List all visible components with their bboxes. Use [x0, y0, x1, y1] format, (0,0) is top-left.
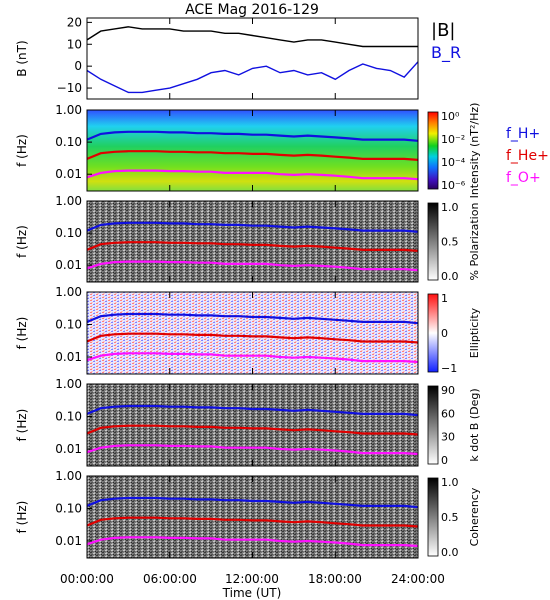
y-tick-label: 0.10 [55, 135, 82, 149]
y-tick-label: 0.10 [55, 226, 82, 240]
colorbar-tick-label: 0 [441, 454, 448, 467]
frequency-line-fhe [86, 516, 419, 528]
y-tick-label: 0.01 [55, 442, 82, 456]
colorbar-tick-label: 0.0 [441, 546, 459, 559]
panel-frame [86, 17, 419, 100]
y-tick-label: 0.01 [55, 167, 82, 181]
series-line-b [86, 26, 418, 48]
colorbar-label: Ellipticity [468, 307, 481, 358]
y-tick-label: 10 [67, 37, 82, 51]
colorbar-tick-label: 60 [441, 407, 455, 420]
x-tick-label: 06:00:00 [143, 572, 197, 586]
panel-kdotb: 1.00 0.10 0.01 f (Hz) 90 60 30 0 k dot B (Deg) [15, 377, 481, 467]
y-axis-label: f (Hz) [15, 409, 29, 442]
x-tick-label: 24:00:00 [391, 572, 445, 586]
frequency-line-fo [86, 352, 419, 364]
frequency-line-fo [86, 260, 419, 272]
colorbar-label: % Polarization [468, 203, 481, 281]
colorbar [427, 111, 439, 190]
frequency-line-fo [86, 536, 419, 548]
colorbar-tick-label: 0.5 [441, 511, 459, 524]
frequency-line-fhe [86, 424, 419, 436]
frequency-line-fo [86, 169, 419, 181]
legend-fo: f_O+ [506, 170, 541, 186]
y-tick-label: 0 [74, 59, 82, 73]
legend-magnitude: |B| [431, 20, 455, 41]
frequency-line-fh [86, 312, 419, 325]
panel-polarization: 1.00 0.10 0.01 f (Hz) 1.0 0.5 0.0 % Polarizatio… [15, 194, 481, 283]
x-tick-label: 18:00:00 [308, 572, 362, 586]
legend-fh: f_H+ [506, 126, 540, 142]
y-axis-label: B (nT) [15, 40, 29, 76]
colorbar-tick-label: 0.5 [441, 236, 459, 249]
frequency-line-fh [86, 221, 419, 233]
colorbar-tick-label: 1.0 [441, 476, 459, 489]
x-axis-label: Time (UT) [222, 586, 282, 600]
colorbar-tick-label: −1 [441, 362, 457, 375]
y-axis-label: f (Hz) [15, 501, 29, 534]
y-tick-label: 1.00 [55, 285, 82, 299]
colorbar-tick-label: 0.0 [441, 270, 459, 283]
colorbar-tick-label: 30 [441, 431, 455, 444]
y-tick-label: 0.10 [55, 410, 82, 424]
colorbar-tick-label: 10⁻⁶ [441, 179, 466, 192]
y-tick-label: −10 [57, 81, 82, 95]
x-tick-label: 12:00:00 [225, 572, 279, 586]
y-axis-label: f (Hz) [15, 134, 29, 167]
colorbar-label: k dot B (Deg) [468, 388, 481, 461]
panel-intensity: 1.00 0.10 0.01 f (Hz) 10⁰ 10⁻² 10⁻⁴ 10⁻⁶ Intensi… [15, 103, 549, 199]
colorbar-tick-label: 10⁻⁴ [441, 156, 466, 169]
x-axis: 00:00:00 06:00:00 12:00:00 18:00:00 24:0… [60, 572, 445, 600]
legend-br: B_R [431, 43, 461, 63]
frequency-line-fhe [86, 150, 419, 161]
colorbar-tick-label: 1 [441, 292, 448, 305]
chart-title: ACE Mag 2016-129 [185, 2, 319, 18]
frequency-line-fh [86, 496, 419, 509]
colorbar-tick-label: 0 [441, 327, 448, 340]
series-line-br [86, 61, 419, 94]
y-tick-label: 0.01 [55, 534, 82, 548]
colorbar-tick-label: 10⁰ [441, 110, 460, 123]
legend-fhe: f_He+ [506, 148, 549, 164]
colorbar [427, 477, 439, 557]
frequency-line-fhe [86, 241, 419, 252]
colorbar [427, 202, 439, 281]
y-tick-label: 1.00 [55, 103, 82, 117]
panel-ellipticity: 1.00 0.10 0.01 f (Hz) 1 0 −1 Ellipticity [15, 285, 481, 375]
colorbar-label: Intensity (nT²/Hz) [468, 103, 481, 199]
x-tick-label: 00:00:00 [60, 572, 114, 586]
y-tick-label: 1.00 [55, 469, 82, 483]
y-axis-label: f (Hz) [15, 317, 29, 350]
colorbar-tick-label: 90 [441, 384, 455, 397]
colorbar-tick-label: 1.0 [441, 201, 459, 214]
colorbar-tick-label: 10⁻² [441, 133, 465, 146]
colorbar [427, 293, 439, 373]
y-tick-label: 0.01 [55, 258, 82, 272]
frequency-line-fo [86, 444, 419, 456]
y-tick-label: 0.01 [55, 350, 82, 364]
frequency-line-fhe [86, 332, 419, 344]
colorbar [427, 385, 439, 465]
frequency-line-fh [86, 404, 419, 417]
y-tick-label: 0.10 [55, 502, 82, 516]
y-tick-label: 0.10 [55, 318, 82, 332]
panel-coherency: 1.00 0.10 0.01 f (Hz) 1.0 0.5 0.0 Coherency [15, 469, 481, 559]
panel-b_field: 20 10 0 −10 B (nT) |B|B_R [15, 15, 461, 100]
y-tick-label: 20 [67, 15, 82, 29]
frequency-line-fh [86, 130, 419, 142]
y-axis-label: f (Hz) [15, 225, 29, 258]
y-tick-label: 1.00 [55, 194, 82, 208]
colorbar-label: Coherency [468, 487, 481, 546]
y-tick-label: 1.00 [55, 377, 82, 391]
